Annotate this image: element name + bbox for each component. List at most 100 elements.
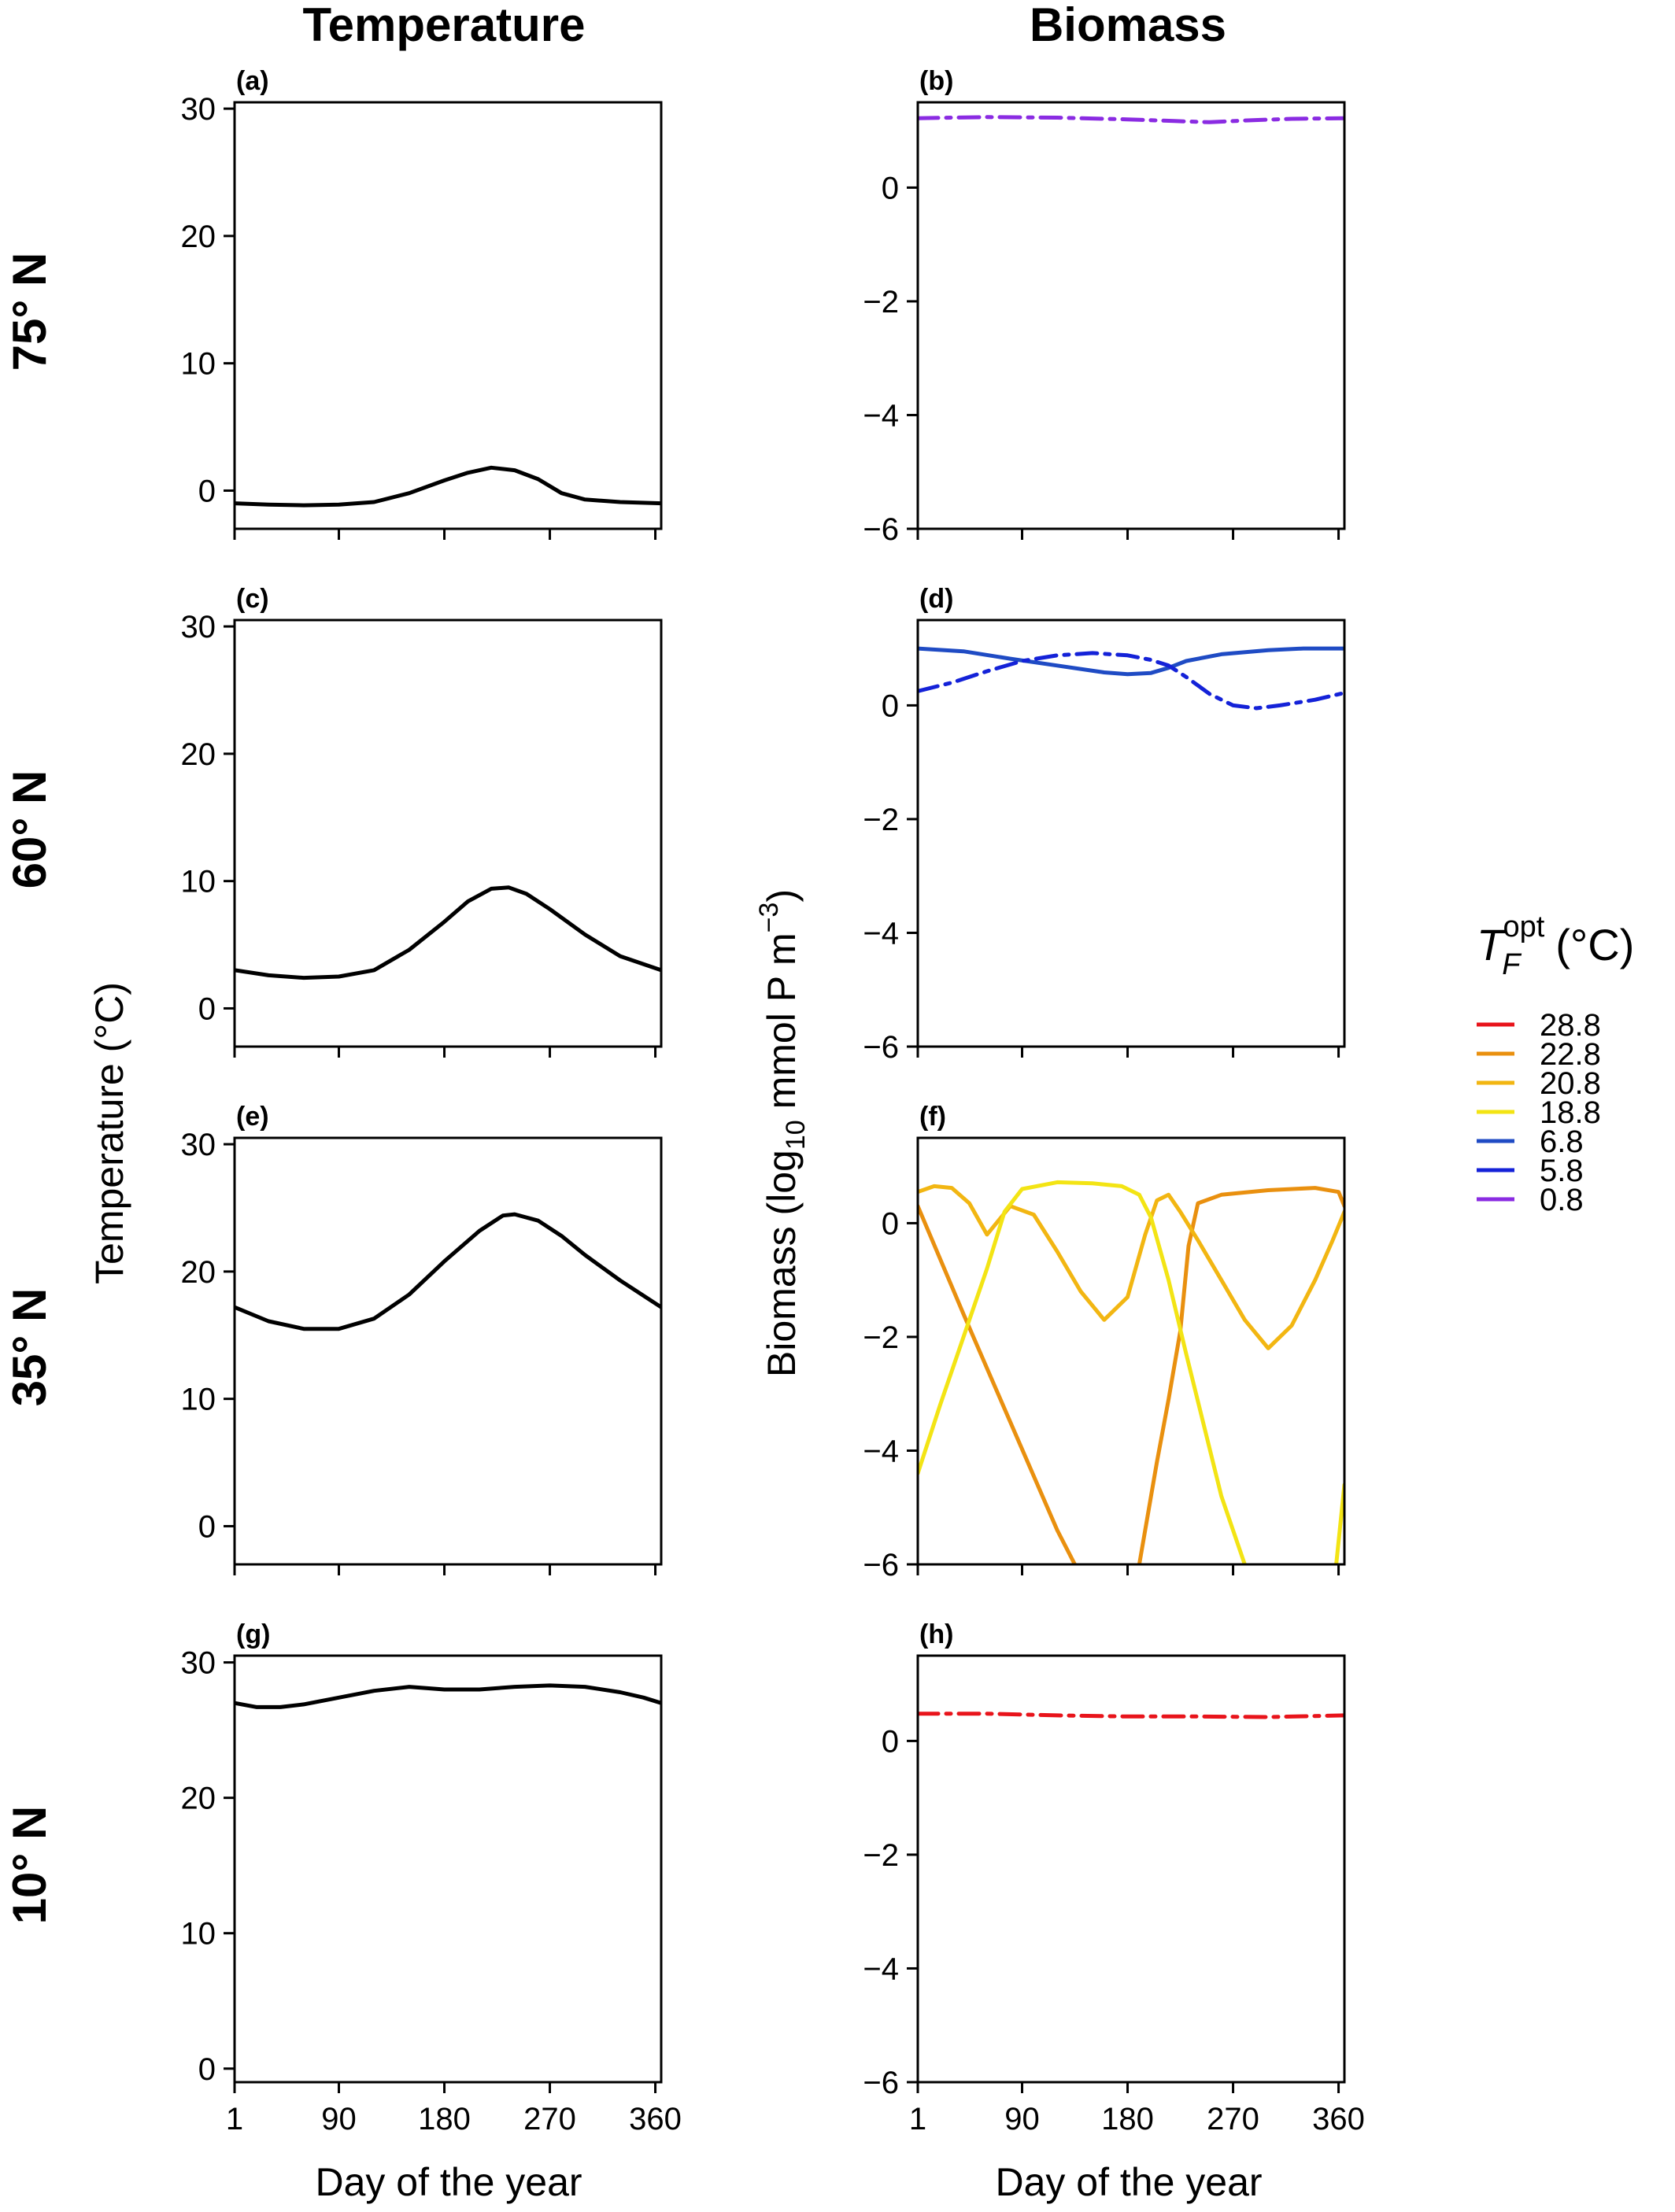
- plot-frame: [233, 619, 663, 1048]
- series-line-0: [235, 1212, 661, 1331]
- y-tick-label: −6: [863, 1030, 899, 1065]
- y-tick-label: 30: [181, 92, 216, 127]
- y-tick-label: 30: [181, 1128, 216, 1162]
- col-title-temperature: Temperature: [302, 0, 585, 51]
- plot-frame: [233, 101, 663, 530]
- series-line-1: [918, 651, 1344, 711]
- series-line-2: [918, 1184, 1344, 1350]
- panel-d: (d) 0 −2 −4 −6: [863, 584, 1346, 1065]
- x-tick-label: 360: [629, 2102, 682, 2136]
- legend-entries: 28.822.820.818.86.85.80.8: [1477, 1008, 1601, 1217]
- y-tick-label: 0: [882, 171, 899, 205]
- plot-frame: [916, 1654, 1346, 2084]
- y-tick-label: −6: [863, 2066, 899, 2100]
- y-tick-label: 10: [181, 1383, 216, 1417]
- y-tick-label: 10: [181, 347, 216, 382]
- y-tick-label: −2: [863, 285, 899, 319]
- panel-letter: (d): [919, 584, 953, 614]
- col-title-biomass: Biomass: [1030, 0, 1226, 51]
- x-tick-label: 180: [418, 2102, 471, 2136]
- panels-group: (a)0102030(b)0−2−4−6(c)0102030(d)0−2−4−6…: [181, 66, 1365, 2136]
- panel-a: (a) 0 10 20 30: [181, 66, 663, 540]
- y-axis-title-biomass-prefix: Biomass (log: [760, 1150, 804, 1377]
- panel-letter: (f): [919, 1102, 946, 1132]
- y-tick-label: 20: [181, 220, 216, 254]
- y-tick-label: 20: [181, 737, 216, 772]
- series-line-0: [235, 1683, 661, 1709]
- legend-label: 22.8: [1540, 1037, 1601, 1072]
- series-line-3: [918, 1180, 1247, 1564]
- x-tick-label: 360: [1312, 2102, 1365, 2136]
- y-tick-label: −6: [863, 512, 899, 547]
- y-tick-label: 10: [181, 865, 216, 899]
- plot-frame: [916, 1136, 1346, 1566]
- panel-letter: (a): [236, 66, 269, 96]
- x-tick-label: 90: [321, 2102, 357, 2136]
- row-title-35n: 35° N: [3, 1288, 56, 1407]
- y-tick-label: −4: [863, 1952, 899, 1986]
- legend-label: 18.8: [1540, 1095, 1601, 1130]
- x-tick-label: 270: [523, 2102, 576, 2136]
- row-title-75n: 75° N: [3, 253, 56, 371]
- x-tick-label: 270: [1207, 2102, 1259, 2136]
- legend-label: 28.8: [1540, 1008, 1601, 1043]
- y-tick-label: −4: [863, 398, 899, 433]
- y-tick-label: −6: [863, 1548, 899, 1582]
- y-axis-title-biomass-mid: mmol P m: [760, 932, 804, 1120]
- panel-e: (e) 0 10 20 30: [181, 1102, 663, 1575]
- x-tick-label: 1: [226, 2102, 243, 2136]
- plot-frame: [916, 619, 1346, 1048]
- legend-title-main: T: [1477, 920, 1507, 969]
- y-tick-label: 0: [198, 1509, 216, 1544]
- panel-letter: (c): [236, 584, 269, 614]
- y-tick-label: 20: [181, 1255, 216, 1290]
- y-axis-title-biomass: Biomass (log10 mmol P m−3): [754, 889, 811, 1377]
- x-tick-label: 90: [1004, 2102, 1040, 2136]
- plot-lines: [235, 885, 661, 980]
- y-axis-title-biomass-sup: −3: [754, 903, 784, 933]
- x-tick-label: 180: [1101, 2102, 1154, 2136]
- legend: TFopt (°C) 28.822.820.818.86.85.80.8: [1477, 910, 1634, 1217]
- y-axis-title-temperature: Temperature (°C): [87, 982, 131, 1284]
- panel-h: (h) 0 −2 −4 −6 1 90 180 270 360: [863, 1619, 1365, 2136]
- y-axis-title-biomass-sub: 10: [781, 1120, 811, 1150]
- panel-g: (g) 0 10 20 30 1 90 180 270 360: [181, 1619, 682, 2136]
- panel-letter: (h): [919, 1619, 953, 1649]
- legend-title-sub: F: [1502, 948, 1522, 981]
- plot-lines: [235, 465, 661, 508]
- row-title-60n: 60° N: [3, 770, 56, 889]
- legend-label: 20.8: [1540, 1066, 1601, 1101]
- y-tick-label: 0: [198, 2052, 216, 2087]
- panel-b: (b) 0 −2 −4 −6: [863, 66, 1346, 547]
- y-axis-title-biomass-suffix: ): [760, 889, 804, 903]
- y-tick-label: −2: [863, 1320, 899, 1355]
- panel-c: (c) 0 10 20 30: [181, 584, 663, 1058]
- series-line-0: [918, 1204, 1077, 1564]
- y-tick-label: 0: [882, 1206, 899, 1241]
- y-tick-label: −2: [863, 803, 899, 837]
- series-line-0: [235, 885, 661, 980]
- panel-f: (f) 0 −2 −4 −6: [863, 1102, 1346, 1582]
- legend-label: 0.8: [1540, 1183, 1584, 1217]
- y-tick-label: 20: [181, 1782, 216, 1816]
- plot-lines: [235, 1683, 661, 1709]
- plot-lines: [918, 646, 1344, 711]
- plot-lines: [918, 1180, 1344, 1564]
- series-line-0: [235, 465, 661, 508]
- legend-title-sup: opt: [1503, 910, 1544, 944]
- legend-label: 5.8: [1540, 1154, 1584, 1188]
- x-axis-title-biomass: Day of the year: [995, 2160, 1262, 2204]
- x-axis-title-temperature: Day of the year: [315, 2160, 582, 2204]
- y-tick-label: 0: [882, 689, 899, 723]
- plot-lines: [918, 115, 1344, 124]
- y-tick-label: 0: [882, 1724, 899, 1759]
- panel-letter: (b): [919, 66, 953, 96]
- plot-lines: [918, 1712, 1344, 1719]
- legend-title-unit: (°C): [1555, 920, 1634, 969]
- y-tick-label: 30: [181, 1646, 216, 1681]
- series-line-0: [918, 646, 1344, 677]
- panel-letter: (g): [236, 1619, 270, 1649]
- series-line-0: [918, 115, 1344, 124]
- series-line-1: [1137, 1186, 1344, 1564]
